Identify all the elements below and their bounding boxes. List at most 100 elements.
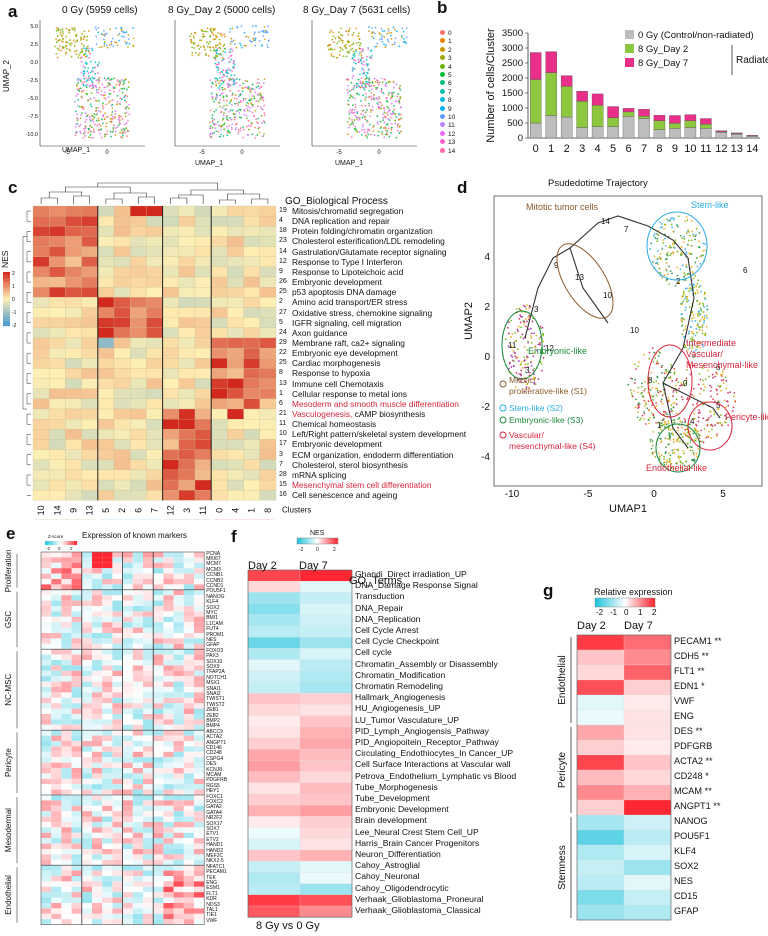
heatmap-cell: [163, 859, 174, 866]
heatmap-cell: [211, 216, 228, 227]
umap-point: [85, 50, 88, 52]
umap-point: [349, 49, 352, 51]
marker-label: GFAP: [206, 642, 220, 649]
heatmap-cell: [102, 822, 113, 828]
legend-label: 9: [448, 105, 452, 113]
heatmap-cell: [32, 358, 50, 369]
heatmap-cell: [247, 625, 301, 638]
heatmap-cell: [623, 904, 672, 921]
umap-point: [254, 44, 256, 47]
heatmap-cell: [71, 579, 82, 585]
umap-point: [104, 133, 106, 136]
heatmap-cell: [71, 665, 82, 671]
umap-point: [79, 57, 82, 59]
umap-point: [128, 42, 131, 45]
g-col-day2: Day 2: [577, 620, 606, 632]
heatmap-cell: [81, 616, 92, 623]
umap-point: [212, 33, 215, 36]
umap-point: [355, 50, 358, 53]
cell-point: [652, 234, 655, 237]
cell-point: [685, 266, 688, 268]
zscore-segment: [45, 541, 47, 545]
umap-point: [220, 128, 223, 131]
heatmap-cell: [194, 654, 205, 660]
umap-point: [361, 67, 364, 70]
umap-point: [359, 86, 362, 89]
umap-point: [341, 41, 344, 44]
heatmap-cell: [92, 643, 103, 650]
cell-point: [706, 424, 709, 427]
x-tick: 5: [720, 489, 726, 500]
umap-point: [59, 29, 62, 32]
marker-label: NR2F2: [206, 815, 223, 822]
heatmap-cell: [92, 816, 103, 822]
cell-point: [542, 334, 545, 337]
x-tick-label: 3: [579, 143, 585, 155]
heatmap-cell: [92, 654, 103, 660]
umap-point: [215, 83, 217, 86]
umap-point: [75, 35, 78, 38]
heatmap-cell: [247, 816, 301, 828]
heatmap-cell: [162, 368, 179, 379]
umap-point: [95, 35, 98, 38]
heatmap-cell: [143, 557, 154, 563]
umap-point: [352, 32, 355, 34]
legend-dot: [440, 46, 445, 52]
nes-segment: [305, 538, 308, 544]
cell-point: [688, 344, 691, 347]
umap-point: [218, 76, 221, 79]
heatmap-cell: [194, 865, 205, 871]
cell-point: [518, 317, 521, 320]
heatmap-cell: [71, 670, 82, 677]
cell-point: [694, 235, 697, 238]
cell-point: [532, 355, 535, 358]
heatmap-cell: [163, 692, 174, 698]
heatmap-cell: [102, 778, 113, 785]
heatmap-cell: [132, 703, 143, 709]
heatmap-cell: [49, 307, 66, 318]
umap-point: [111, 99, 114, 102]
umap-point: [87, 113, 90, 116]
marker-label: PCNA: [206, 550, 221, 557]
umap-point: [102, 114, 104, 117]
heatmap-cell: [81, 568, 92, 574]
heatmap-cell: [102, 579, 113, 585]
heatmap-cell: [247, 782, 301, 795]
umap-point: [381, 104, 384, 107]
cell-point: [641, 414, 644, 417]
cell-point: [533, 367, 536, 370]
heatmap-cell: [122, 735, 133, 741]
umap-point: [380, 89, 383, 92]
umap-point: [387, 113, 389, 116]
heatmap-cell: [65, 307, 82, 318]
umap-point: [216, 55, 219, 58]
umap-point: [132, 44, 135, 47]
umap-point: [83, 130, 86, 132]
cell-point: [678, 387, 680, 390]
umap-point: [351, 120, 354, 123]
umap-point: [359, 82, 362, 84]
umap-point: [335, 56, 338, 59]
bar-0: [591, 126, 604, 139]
umap-point: [390, 126, 393, 129]
heatmap-cell: [163, 714, 174, 720]
heatmap-cell: [71, 708, 82, 714]
umap-point: [124, 128, 126, 131]
heatmap-cell: [132, 773, 143, 779]
heatmap-cell: [102, 789, 113, 795]
heatmap-cell: [122, 913, 133, 920]
cell-point: [681, 296, 684, 298]
heatmap-cell: [61, 768, 72, 774]
heatmap-cell: [211, 479, 228, 491]
heatmap-cell: [153, 751, 164, 758]
heatmap-cell: [299, 894, 353, 907]
heatmap-cell: [71, 616, 82, 623]
umap-point: [78, 53, 80, 56]
cell-point: [690, 239, 693, 242]
umap-point: [381, 81, 384, 84]
heatmap-cell: [178, 358, 196, 369]
heatmap-cell: [143, 611, 154, 617]
ellipse-s4b: [687, 401, 733, 451]
nes-segment: [308, 538, 311, 544]
heatmap-cell: [61, 643, 72, 650]
